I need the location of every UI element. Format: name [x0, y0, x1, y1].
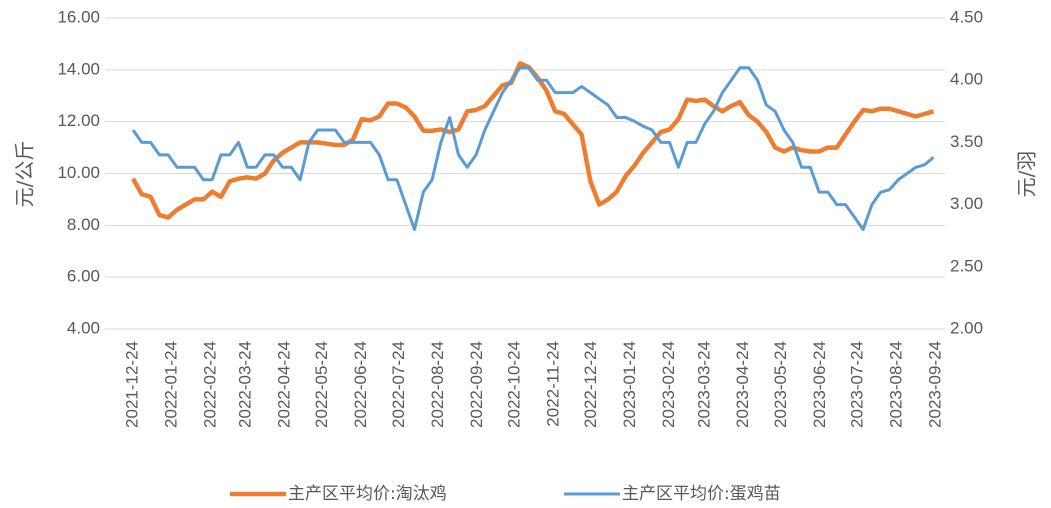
y-axis-title: 元/公斤: [13, 141, 37, 208]
y-tick-label: 14.00: [57, 59, 100, 78]
x-tick-label: 2023-08-24: [887, 341, 906, 428]
x-tick-label: 2023-01-24: [620, 341, 639, 428]
y-tick-label: 6.00: [67, 267, 100, 286]
y2-tick-label: 4.50: [950, 7, 983, 26]
y-tick-label: 10.00: [57, 163, 100, 182]
x-tick-label: 2023-05-24: [771, 341, 790, 428]
legend-item: 主产区平均价:蛋鸡苗: [564, 484, 781, 504]
x-tick-label: 2023-04-24: [733, 341, 752, 428]
x-tick-label: 2023-07-24: [848, 341, 867, 428]
y-tick-label: 8.00: [67, 215, 100, 234]
y2-tick-label: 2.50: [950, 256, 983, 275]
x-tick-label: 2023-03-24: [694, 341, 713, 428]
x-tick-label: 2023-09-24: [925, 341, 944, 428]
legend-item: 主产区平均价:淘汰鸡: [230, 484, 447, 504]
x-tick-label: 2022-06-24: [351, 341, 370, 428]
x-tick-label: 2021-12-24: [122, 341, 141, 428]
x-tick-label: 2022-04-24: [275, 341, 294, 428]
y2-tick-label: 3.00: [950, 194, 983, 213]
series-line: [131, 61, 935, 220]
y2-tick-label: 4.00: [950, 70, 983, 89]
x-tick-label: 2023-06-24: [810, 341, 829, 428]
y-tick-label: 16.00: [57, 7, 100, 26]
y2-axis-title: 元/羽: [1015, 151, 1039, 198]
legend-label: 主产区平均价:蛋鸡苗: [622, 484, 781, 504]
x-tick-label: 2022-01-24: [161, 341, 180, 428]
y2-tick-label: 3.50: [950, 132, 983, 151]
series-line: [131, 66, 935, 231]
x-tick-label: 2022-12-24: [581, 341, 600, 428]
x-tick-label: 2022-10-24: [505, 341, 524, 428]
y2-tick-label: 2.00: [950, 318, 983, 337]
x-tick-label: 2022-09-24: [467, 341, 486, 428]
y-tick-label: 4.00: [67, 318, 100, 337]
x-tick-label: 2022-11-24: [543, 341, 562, 427]
legend-label: 主产区平均价:淘汰鸡: [288, 484, 447, 504]
x-tick-label: 2023-02-24: [659, 341, 678, 428]
x-tick-label: 2022-07-24: [389, 341, 408, 428]
y-tick-label: 12.00: [57, 111, 100, 130]
x-tick-label: 2022-03-24: [236, 341, 255, 428]
x-tick-label: 2022-05-24: [312, 341, 331, 428]
x-tick-label: 2022-02-24: [200, 341, 219, 428]
x-tick-label: 2022-08-24: [428, 341, 447, 428]
